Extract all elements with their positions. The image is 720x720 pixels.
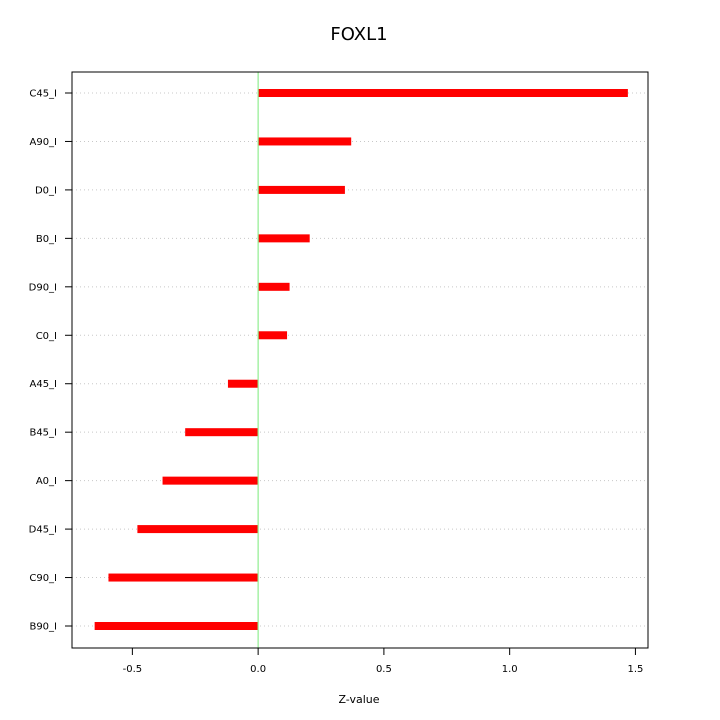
chart-title: FOXL1 (330, 24, 387, 45)
x-axis-title: Z-value (338, 693, 379, 706)
x-axis: -0.5 0.0 0.5 1.0 1.5 (123, 647, 643, 675)
bar-d45-i (137, 525, 259, 534)
bar-b45-i (185, 428, 259, 437)
y-tick-label: D0_I (35, 185, 57, 196)
bar-a0-i (162, 476, 259, 485)
x-tick-label: 1.0 (502, 664, 518, 675)
y-tick-label: B0_I (36, 234, 57, 245)
y-tick-label: D90_I (29, 282, 57, 293)
bar-d0-i (258, 185, 345, 194)
y-tick-label: C0_I (36, 331, 57, 342)
bar-b90-i (94, 622, 259, 630)
x-tick-label: -0.5 (123, 664, 143, 675)
y-axis: C45_I A90_I D0_I B0_I D90_I C0_I A45_I B45_I A0_… (29, 89, 72, 633)
y-tick-label: A90_I (29, 137, 57, 148)
bar-d90-i (258, 282, 290, 291)
bar-c45-i (258, 89, 628, 97)
y-tick-label: D45_I (29, 525, 57, 536)
grid-lines (72, 92, 648, 627)
bar-b0-i (258, 234, 310, 243)
bar-c90-i (108, 573, 259, 582)
plot-frame (71, 71, 649, 649)
x-tick-label: 0.5 (376, 664, 392, 675)
bar-a45-i (227, 379, 259, 388)
bar-a90-i (258, 137, 352, 146)
x-tick-label: 0.0 (250, 664, 266, 675)
bar-c0-i (258, 331, 288, 340)
y-tick-label: C45_I (29, 89, 57, 100)
y-tick-label: B90_I (29, 622, 57, 633)
y-tick-label: A0_I (36, 476, 57, 487)
y-tick-label: A45_I (29, 379, 57, 390)
x-tick-label: 1.5 (627, 664, 643, 675)
y-tick-label: C90_I (29, 573, 57, 584)
y-tick-label: B45_I (29, 428, 57, 439)
bars (94, 89, 628, 630)
